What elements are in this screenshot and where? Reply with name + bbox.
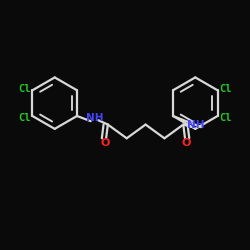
Text: O: O [181,138,190,148]
Text: NH: NH [188,120,205,130]
Text: Cl: Cl [18,84,31,94]
Text: NH: NH [86,113,104,123]
Text: Cl: Cl [219,84,232,94]
Text: O: O [100,138,110,148]
Text: Cl: Cl [219,113,232,123]
Text: Cl: Cl [18,113,31,123]
